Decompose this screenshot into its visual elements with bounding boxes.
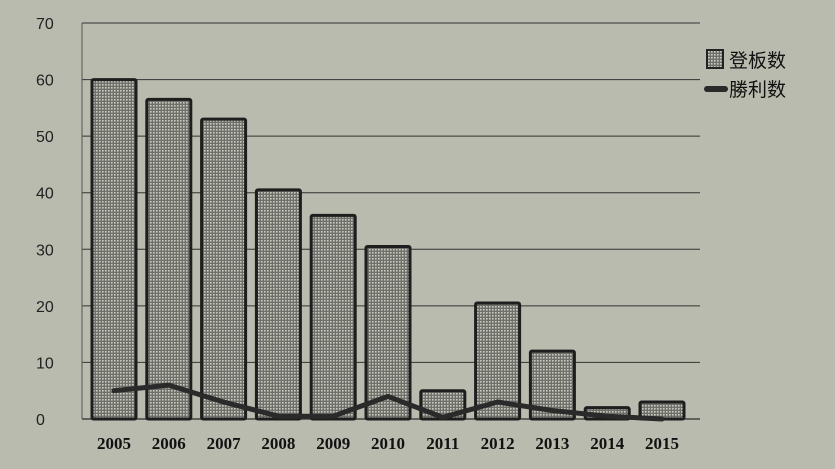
x-tick-label: 2010 bbox=[371, 434, 405, 453]
x-tick-label: 2012 bbox=[481, 434, 515, 453]
win-point-2014 bbox=[605, 414, 609, 418]
bar-2007 bbox=[200, 117, 248, 421]
x-axis-ticks: 2005 2006 2007 2008 2009 2010 2011 2012 2013 2014… bbox=[97, 434, 679, 453]
win-point-2010 bbox=[386, 394, 390, 398]
y-axis-ticks: 0 10 20 30 40 50 60 70 bbox=[36, 16, 54, 429]
x-tick-label: 2006 bbox=[152, 434, 186, 453]
win-point-2015 bbox=[660, 417, 664, 421]
bar-2005 bbox=[90, 78, 138, 421]
bar-2012 bbox=[474, 301, 522, 421]
win-point-2009 bbox=[331, 414, 335, 418]
x-tick-label: 2005 bbox=[97, 434, 131, 453]
bars bbox=[90, 78, 686, 421]
x-tick-label: 2011 bbox=[426, 434, 459, 453]
legend-label-line: 勝利数 bbox=[729, 79, 786, 101]
y-tick-label: 60 bbox=[36, 73, 54, 90]
y-tick-label: 20 bbox=[36, 299, 54, 316]
win-point-2012 bbox=[496, 400, 500, 404]
y-tick-label: 30 bbox=[36, 242, 54, 259]
y-tick-label: 70 bbox=[36, 16, 54, 33]
x-tick-label: 2015 bbox=[645, 434, 679, 453]
bar-2010 bbox=[364, 244, 412, 421]
x-tick-label: 2014 bbox=[590, 434, 625, 453]
bar-2013 bbox=[528, 349, 576, 421]
win-point-2011 bbox=[441, 415, 445, 419]
legend-swatch-bar bbox=[706, 49, 724, 69]
x-tick-label: 2009 bbox=[316, 434, 350, 453]
win-point-2006 bbox=[167, 383, 171, 387]
win-point-2008 bbox=[276, 414, 280, 418]
legend: 登板数 勝利数 bbox=[704, 49, 786, 101]
bar-2008 bbox=[254, 188, 302, 421]
x-tick-label: 2008 bbox=[261, 434, 295, 453]
legend-label-bar: 登板数 bbox=[729, 50, 786, 72]
win-point-2007 bbox=[222, 400, 226, 404]
y-tick-label: 10 bbox=[36, 355, 54, 372]
bar-2009 bbox=[309, 213, 357, 421]
win-point-2005 bbox=[112, 389, 116, 393]
win-point-2013 bbox=[550, 409, 554, 413]
y-tick-label: 50 bbox=[36, 129, 54, 146]
win-line bbox=[111, 382, 665, 422]
y-tick-label: 40 bbox=[36, 186, 54, 203]
y-tick-label: 0 bbox=[36, 412, 45, 429]
x-tick-label: 2007 bbox=[207, 434, 242, 453]
bar-2006 bbox=[145, 97, 193, 421]
x-tick-label: 2013 bbox=[535, 434, 569, 453]
